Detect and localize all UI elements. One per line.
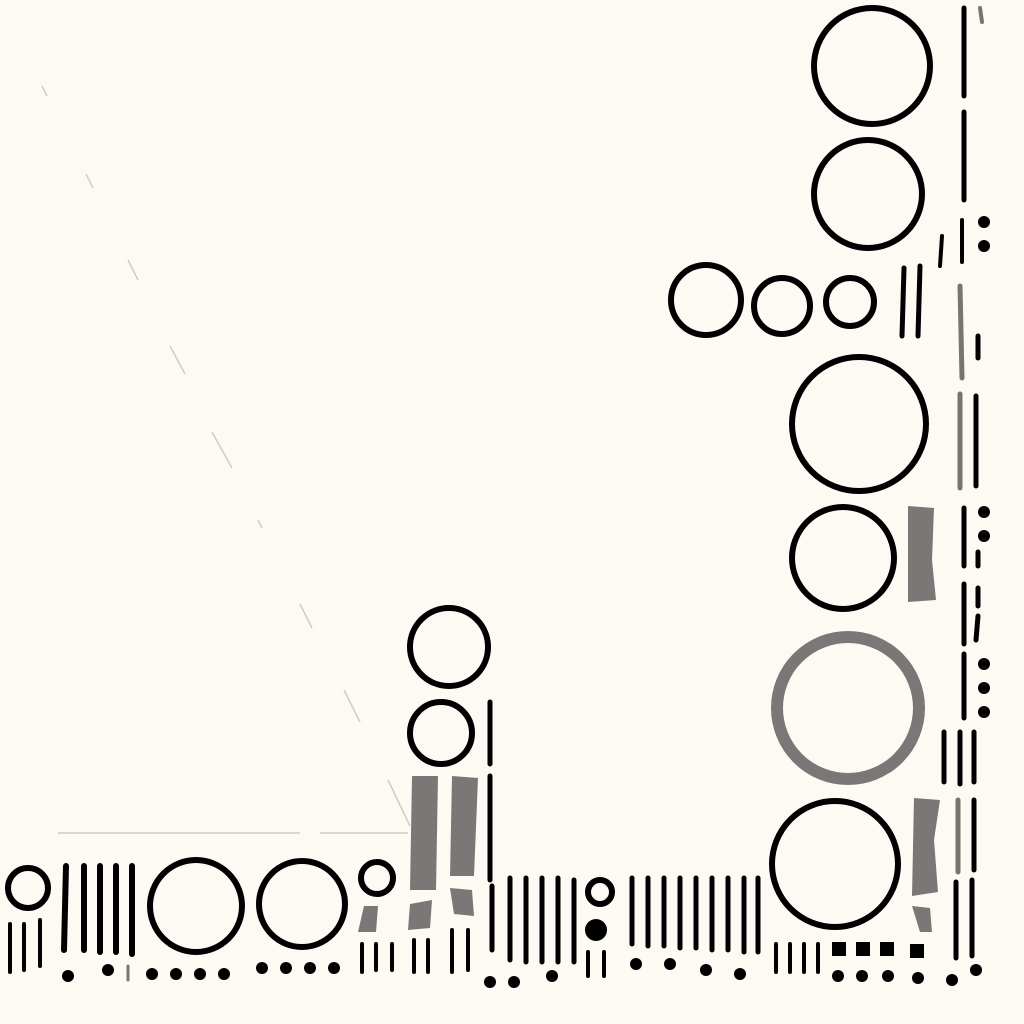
circle-right-6 [769, 798, 901, 930]
dot-mark [856, 970, 868, 982]
circle-right-3 [789, 354, 929, 494]
circle-mid-1 [407, 605, 491, 689]
bar-mark [938, 234, 944, 268]
circle-bottom-2 [147, 857, 245, 955]
dot-mark [978, 506, 990, 518]
dot-mark [946, 974, 958, 986]
bar-mark [973, 613, 981, 643]
dot-mark [882, 970, 894, 982]
dot-mark [280, 962, 292, 974]
dot-mark [734, 968, 746, 980]
gray-blocks [358, 506, 940, 932]
bar-mark [957, 283, 965, 381]
square-mark [880, 942, 894, 956]
dot-mark [700, 964, 712, 976]
dot-mark [978, 240, 990, 252]
dot-mark [630, 958, 642, 970]
circle-bottom-5 [585, 877, 615, 907]
square-mark [910, 944, 924, 958]
dot-mark [832, 970, 844, 982]
bar-mark [61, 863, 69, 953]
circle-row-1 [668, 262, 744, 338]
dot-mark [970, 964, 982, 976]
dot-marks [62, 216, 990, 988]
middle-column-circles [407, 605, 491, 767]
dot-mark [664, 958, 676, 970]
dot-mark [484, 976, 496, 988]
circle-right-2 [811, 137, 925, 251]
faint-trace-lines [41, 85, 411, 834]
dot-mark [978, 530, 990, 542]
circle-row-2 [751, 275, 813, 337]
dot-mark [978, 216, 990, 228]
square-mark [832, 942, 846, 956]
circle-right-4 [789, 504, 897, 612]
dot-mark [146, 968, 158, 980]
dot-mark [102, 964, 114, 976]
dot-mark [218, 968, 230, 980]
square-mark [856, 942, 870, 956]
dot-mark [328, 962, 340, 974]
vertical-bars [8, 5, 984, 982]
dot-mark [62, 970, 74, 982]
dot-mark [978, 682, 990, 694]
dot-mark [304, 962, 316, 974]
circle-right-1 [811, 5, 933, 127]
dot-bottom-large [585, 919, 607, 941]
dot-mark [978, 706, 990, 718]
circle-bottom-4 [358, 859, 396, 897]
bar-mark [915, 263, 923, 339]
right-column-circles [668, 5, 933, 930]
dot-mark [508, 976, 520, 988]
dot-mark [194, 968, 206, 980]
circle-right-gray [771, 631, 925, 785]
circle-row-3 [823, 275, 877, 329]
bar-mark [978, 6, 984, 24]
dot-mark [978, 658, 990, 670]
bar-mark [899, 265, 907, 339]
circle-bottom-1 [5, 865, 51, 911]
dot-mark [912, 972, 924, 984]
circle-bottom-3 [256, 858, 348, 950]
bottom-row-circles [5, 857, 615, 955]
dot-mark [256, 962, 268, 974]
dot-mark [546, 970, 558, 982]
dot-mark [170, 968, 182, 980]
circle-mid-2 [407, 699, 475, 767]
